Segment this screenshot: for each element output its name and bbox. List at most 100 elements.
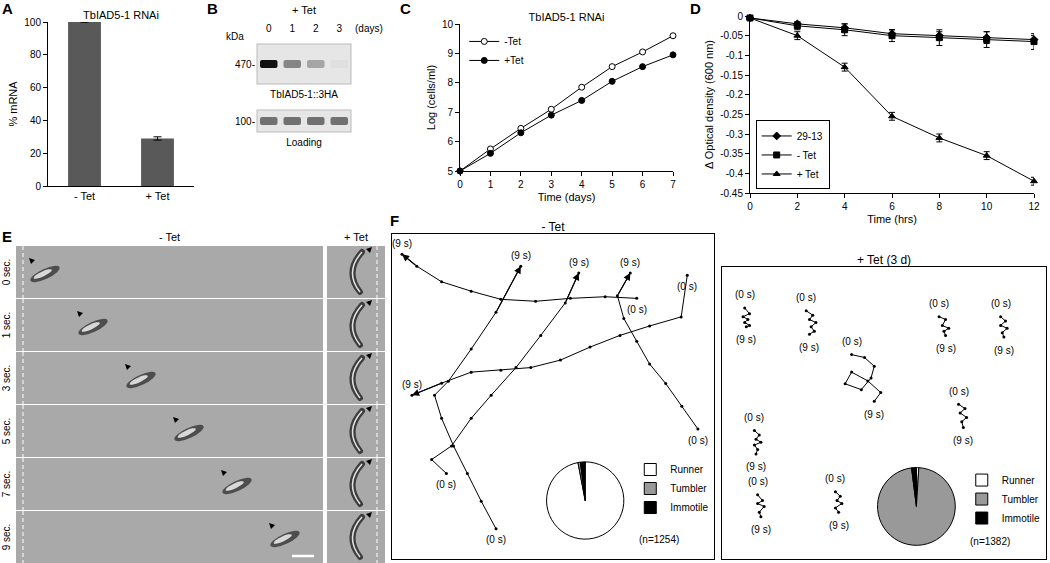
svg-text:(9 s): (9 s) (402, 379, 422, 390)
svg-text:6: 6 (447, 136, 453, 147)
svg-text:100: 100 (24, 17, 41, 28)
svg-text:(n=1382): (n=1382) (970, 536, 1010, 547)
svg-text:(0 s): (0 s) (991, 298, 1011, 309)
svg-text:(9 s): (9 s) (569, 257, 589, 268)
svg-text:(9 s): (9 s) (511, 250, 531, 261)
svg-text:(9 s): (9 s) (994, 345, 1014, 356)
svg-text:(0 s): (0 s) (735, 289, 755, 300)
svg-text:4: 4 (579, 179, 585, 190)
svg-text:(9 s): (9 s) (864, 409, 884, 420)
svg-text:(0 s): (0 s) (929, 298, 949, 309)
svg-text:(0 s): (0 s) (486, 534, 506, 545)
svg-text:0: 0 (457, 179, 463, 190)
svg-text:12: 12 (1028, 201, 1040, 212)
svg-text:7: 7 (447, 107, 453, 118)
svg-text:-0.1: -0.1 (726, 50, 744, 61)
svg-text:2: 2 (518, 179, 524, 190)
svg-text:29-13: 29-13 (797, 131, 823, 142)
svg-text:5 sec.: 5 sec. (1, 418, 12, 445)
svg-text:80: 80 (30, 49, 42, 60)
svg-text:Time (hrs): Time (hrs) (867, 213, 917, 225)
svg-text:3: 3 (336, 23, 342, 34)
svg-text:0: 0 (266, 23, 272, 34)
svg-text:TbIAD5-1 RNAi: TbIAD5-1 RNAi (529, 11, 605, 23)
svg-text:(9 s): (9 s) (751, 524, 771, 535)
svg-text:Tumbler: Tumbler (670, 483, 707, 494)
svg-text:0 sec.: 0 sec. (1, 259, 12, 286)
svg-text:- Tet: - Tet (541, 220, 565, 234)
svg-text:Immotile: Immotile (1002, 513, 1040, 524)
svg-text:Log (cells/ml): Log (cells/ml) (425, 65, 437, 130)
svg-text:9 sec.: 9 sec. (1, 524, 12, 551)
svg-text:7 sec.: 7 sec. (1, 471, 12, 498)
svg-text:-0.35: -0.35 (720, 148, 743, 159)
svg-text:+ Tet: + Tet (292, 4, 316, 16)
svg-text:(0 s): (0 s) (436, 479, 456, 490)
svg-text:- Tet: - Tet (74, 190, 95, 202)
svg-text:2: 2 (313, 23, 319, 34)
svg-text:- Tet: - Tet (159, 231, 180, 243)
svg-text:(days): (days) (355, 23, 383, 34)
svg-text:(0 s): (0 s) (796, 292, 816, 303)
svg-text:10: 10 (442, 19, 454, 30)
svg-text:+ Tet: + Tet (797, 169, 819, 180)
svg-text:6: 6 (640, 179, 646, 190)
svg-text:(0 s): (0 s) (842, 336, 862, 347)
svg-text:-0.4: -0.4 (726, 168, 744, 179)
svg-text:(9 s): (9 s) (746, 461, 766, 472)
svg-text:-0.3: -0.3 (726, 129, 744, 140)
svg-text:1: 1 (289, 23, 295, 34)
svg-text:(0 s): (0 s) (627, 304, 647, 315)
svg-text:4: 4 (842, 201, 848, 212)
svg-text:7: 7 (670, 179, 676, 190)
svg-text:60: 60 (30, 82, 42, 93)
svg-text:(9 s): (9 s) (392, 238, 412, 249)
svg-text:(0 s): (0 s) (677, 281, 697, 292)
svg-text:(0 s): (0 s) (744, 412, 764, 423)
svg-text:(0 s): (0 s) (688, 435, 708, 446)
svg-text:5: 5 (609, 179, 615, 190)
svg-text:Runner: Runner (1002, 475, 1035, 486)
svg-text:Loading: Loading (286, 137, 322, 148)
svg-text:0: 0 (747, 201, 753, 212)
svg-text:(9 s): (9 s) (736, 334, 756, 345)
svg-text:1 sec.: 1 sec. (1, 312, 12, 339)
svg-text:20: 20 (30, 148, 42, 159)
svg-text:Immotile: Immotile (670, 502, 708, 513)
svg-text:(9 s): (9 s) (829, 520, 849, 531)
svg-text:Time (days): Time (days) (538, 191, 596, 203)
svg-text:3 sec.: 3 sec. (1, 365, 12, 392)
svg-text:(9 s): (9 s) (620, 257, 640, 268)
svg-text:470-: 470- (235, 59, 255, 70)
svg-text:(0 s): (0 s) (825, 473, 845, 484)
svg-text:Tumbler: Tumbler (1002, 494, 1039, 505)
svg-text:(0 s): (0 s) (949, 386, 969, 397)
svg-text:(0 s): (0 s) (748, 476, 768, 487)
svg-text:(n=1254): (n=1254) (639, 534, 679, 545)
svg-text:0: 0 (737, 11, 743, 22)
svg-text:- Tet: - Tet (797, 150, 816, 161)
svg-text:Δ Optical density (600 nm): Δ Optical density (600 nm) (703, 40, 715, 169)
svg-text:1: 1 (488, 179, 494, 190)
svg-text:(9 s): (9 s) (799, 342, 819, 353)
svg-text:+ Tet: + Tet (344, 231, 368, 243)
svg-text:(9 s): (9 s) (953, 435, 973, 446)
svg-text:(9 s): (9 s) (936, 343, 956, 354)
svg-text:TbIAD5-1::3HA: TbIAD5-1::3HA (270, 89, 338, 100)
svg-text:+Tet: +Tet (504, 55, 523, 66)
svg-text:-0.05: -0.05 (720, 30, 743, 41)
svg-text:40: 40 (30, 115, 42, 126)
svg-text:-0.2: -0.2 (726, 89, 744, 100)
svg-text:Runner: Runner (670, 464, 703, 475)
svg-text:0: 0 (35, 181, 41, 192)
svg-text:-0.25: -0.25 (720, 109, 743, 120)
svg-text:TbIAD5-1 RNAi: TbIAD5-1 RNAi (83, 9, 159, 21)
svg-text:10: 10 (981, 201, 993, 212)
svg-text:6: 6 (889, 201, 895, 212)
svg-text:2: 2 (795, 201, 801, 212)
svg-text:100-: 100- (235, 116, 255, 127)
svg-text:-Tet: -Tet (504, 36, 521, 47)
svg-text:-0.15: -0.15 (720, 70, 743, 81)
svg-text:5: 5 (447, 166, 453, 177)
svg-text:9: 9 (447, 48, 453, 59)
